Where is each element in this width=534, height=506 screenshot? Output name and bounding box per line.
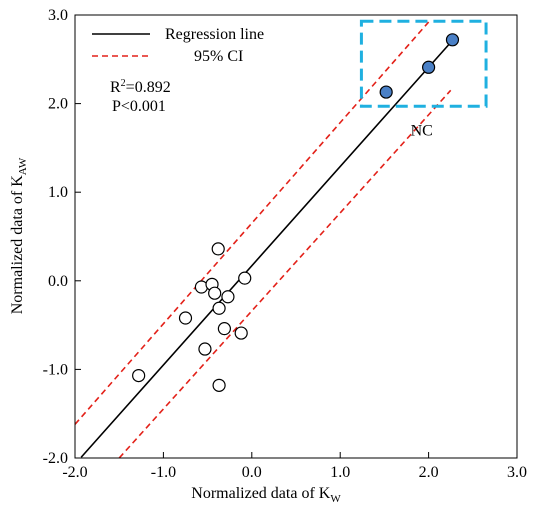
plot-frame [74,14,518,459]
ci-lower-line [118,89,452,458]
y-tick-label: 0.0 [48,273,68,290]
nc-data-point [422,60,436,74]
data-point [212,378,226,392]
nc-highlight-group: NC [359,19,488,139]
data-point [132,369,146,383]
nc-highlight-box [359,19,488,108]
data-point [221,290,235,304]
x-tick-label: 1.0 [330,464,350,481]
data-points [132,33,460,392]
data-point [178,311,193,325]
y-tick-label: 3.0 [48,7,68,24]
y-tick-label: -1.0 [43,361,68,378]
y-tick-label: 1.0 [48,184,68,201]
data-point [212,301,226,315]
regression-line [80,38,454,458]
x-tick-labels: -2.0 -1.0 0.0 1.0 2.0 3.0 [62,464,527,481]
legend-regression-label: Regression line [165,26,264,43]
y-tick-labels: -2.0 -1.0 0.0 1.0 2.0 3.0 [43,7,68,467]
data-point [217,322,231,336]
x-tick-label: 3.0 [507,464,527,481]
legend: Regression line 95% CI [92,26,264,65]
regression-and-ci-lines [75,21,454,458]
x-tick-label: -2.0 [62,464,87,481]
nc-data-point [445,33,460,47]
data-point [198,342,212,356]
legend-ci-label: 95% CI [194,48,243,65]
y-tick-label: -2.0 [43,450,68,467]
p-value-label: P<0.001 [112,98,166,115]
nc-data-point [379,85,393,99]
data-point [211,242,225,256]
x-tick-label: 2.0 [419,464,439,481]
data-point [208,286,222,300]
data-point [234,326,248,340]
axis-ticks [74,14,518,459]
nc-label: NC [411,122,433,139]
y-axis-title: Normalized data of KAW [9,157,29,314]
y-tick-label: 2.0 [48,96,68,113]
data-point [238,271,252,285]
x-tick-label: 0.0 [242,464,262,481]
x-axis-title: Normalized data of KW [191,485,341,505]
r-squared-label: R2=0.892 [110,78,171,96]
x-tick-label: -1.0 [151,464,176,481]
